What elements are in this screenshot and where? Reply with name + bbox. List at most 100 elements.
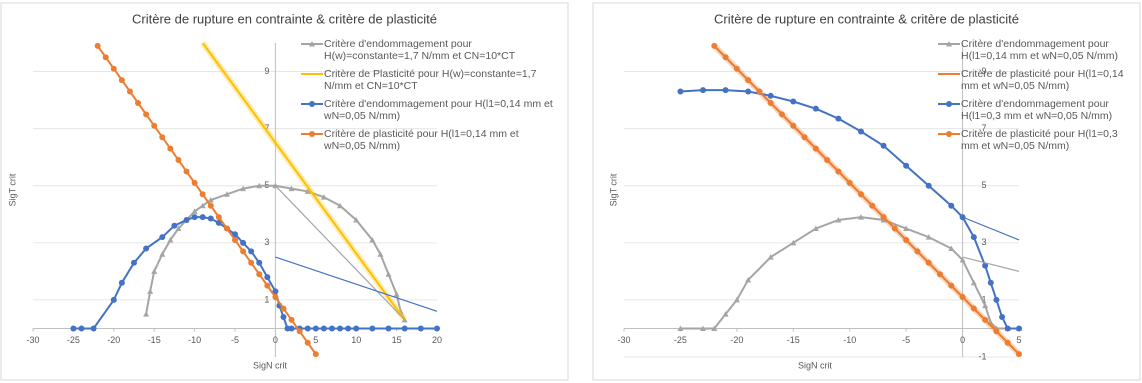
marker xyxy=(312,351,319,358)
marker xyxy=(143,311,150,317)
marker xyxy=(999,314,1006,321)
marker xyxy=(264,282,271,289)
marker xyxy=(711,325,718,331)
marker xyxy=(733,65,740,72)
legend-entry: Critère de plasticité pour H(l1=0,3 mm e… xyxy=(937,128,1137,152)
marker xyxy=(858,214,864,220)
y-tick-label: 1 xyxy=(264,294,269,304)
marker xyxy=(745,77,752,84)
marker xyxy=(353,216,360,223)
series-line xyxy=(73,216,437,330)
marker xyxy=(970,234,977,241)
marker xyxy=(280,305,287,312)
x-tick-label: -5 xyxy=(902,335,910,345)
marker xyxy=(248,248,255,255)
marker xyxy=(272,288,279,295)
y-tick-label: 3 xyxy=(982,237,987,247)
marker xyxy=(312,325,319,332)
marker xyxy=(288,185,295,192)
legend-entry: Critère d'endommagement pour H(l1=0,14 m… xyxy=(300,98,562,122)
legend-key xyxy=(938,73,960,75)
x-tick-label: 5 xyxy=(1016,335,1021,345)
marker xyxy=(78,325,85,332)
marker xyxy=(118,77,125,84)
marker xyxy=(337,202,344,209)
marker xyxy=(337,325,344,332)
marker xyxy=(722,54,729,61)
marker xyxy=(903,236,910,243)
marker xyxy=(880,214,887,221)
x-tick-label: -20 xyxy=(107,335,120,345)
series-line xyxy=(96,45,317,355)
marker xyxy=(353,325,360,332)
marker xyxy=(215,214,222,221)
marker xyxy=(191,208,198,214)
legend-key xyxy=(301,131,323,137)
marker xyxy=(903,225,910,232)
legend-key xyxy=(938,131,960,137)
marker xyxy=(733,296,740,303)
marker xyxy=(223,191,230,197)
marker xyxy=(102,54,109,61)
marker xyxy=(1004,339,1011,346)
y-tick-label: 7 xyxy=(982,123,987,133)
legend-key xyxy=(301,73,323,75)
legend: Critère d'endommagement pour H(l1=0,14 m… xyxy=(937,38,1137,158)
marker xyxy=(937,271,943,278)
marker xyxy=(369,325,376,332)
marker xyxy=(434,325,440,332)
marker xyxy=(812,105,819,112)
marker xyxy=(779,111,785,118)
legend-label: Critère de Plasticité pour H(w)=constant… xyxy=(324,68,537,92)
marker xyxy=(393,291,400,297)
legend-label: Critère d'endommagement pour H(l1=0,14 m… xyxy=(961,38,1118,62)
marker xyxy=(385,271,392,277)
marker xyxy=(982,316,989,323)
marker xyxy=(110,65,117,72)
marker xyxy=(993,328,1000,335)
marker xyxy=(143,245,150,252)
legend-key xyxy=(938,41,960,47)
marker xyxy=(199,191,206,198)
x-tick-label: -25 xyxy=(67,335,80,345)
marker xyxy=(304,325,311,332)
marker xyxy=(700,87,706,94)
x-tick-label: -30 xyxy=(26,335,39,345)
marker xyxy=(948,202,955,209)
chart-title: Critère de rupture en contrainte & critè… xyxy=(714,11,1019,26)
marker xyxy=(288,316,295,323)
y-tick-label: 9 xyxy=(982,66,987,76)
x-tick-label: -15 xyxy=(148,335,161,345)
marker xyxy=(700,325,706,331)
legend-key xyxy=(938,101,960,107)
marker xyxy=(232,236,238,243)
marker xyxy=(711,42,718,49)
marker xyxy=(191,179,198,186)
marker xyxy=(846,179,853,186)
marker xyxy=(240,185,247,192)
marker xyxy=(745,88,752,95)
marker xyxy=(767,99,774,106)
marker xyxy=(677,325,684,331)
x-tick-label: -10 xyxy=(188,335,201,345)
marker xyxy=(207,202,214,209)
legend-label: Critère de plasticité pour H(l1=0,14 mm … xyxy=(961,68,1124,92)
x-tick-label: -10 xyxy=(843,335,856,345)
marker xyxy=(151,268,158,274)
y-tick-label: -1 xyxy=(979,351,987,361)
marker xyxy=(320,194,327,200)
marker xyxy=(970,279,977,286)
marker xyxy=(320,325,327,332)
marker xyxy=(175,157,182,164)
marker xyxy=(191,214,198,221)
marker xyxy=(131,259,137,266)
y-tick-label: 7 xyxy=(264,123,269,133)
marker xyxy=(417,325,424,332)
y-tick-label: 5 xyxy=(982,180,987,190)
marker xyxy=(167,236,174,243)
legend: Critère d'endommagement pour H(w)=consta… xyxy=(300,38,562,158)
marker xyxy=(207,215,214,222)
legend-entry: Critère de plasticité pour H(l1=0,14 mm … xyxy=(300,128,562,152)
marker xyxy=(925,182,932,189)
